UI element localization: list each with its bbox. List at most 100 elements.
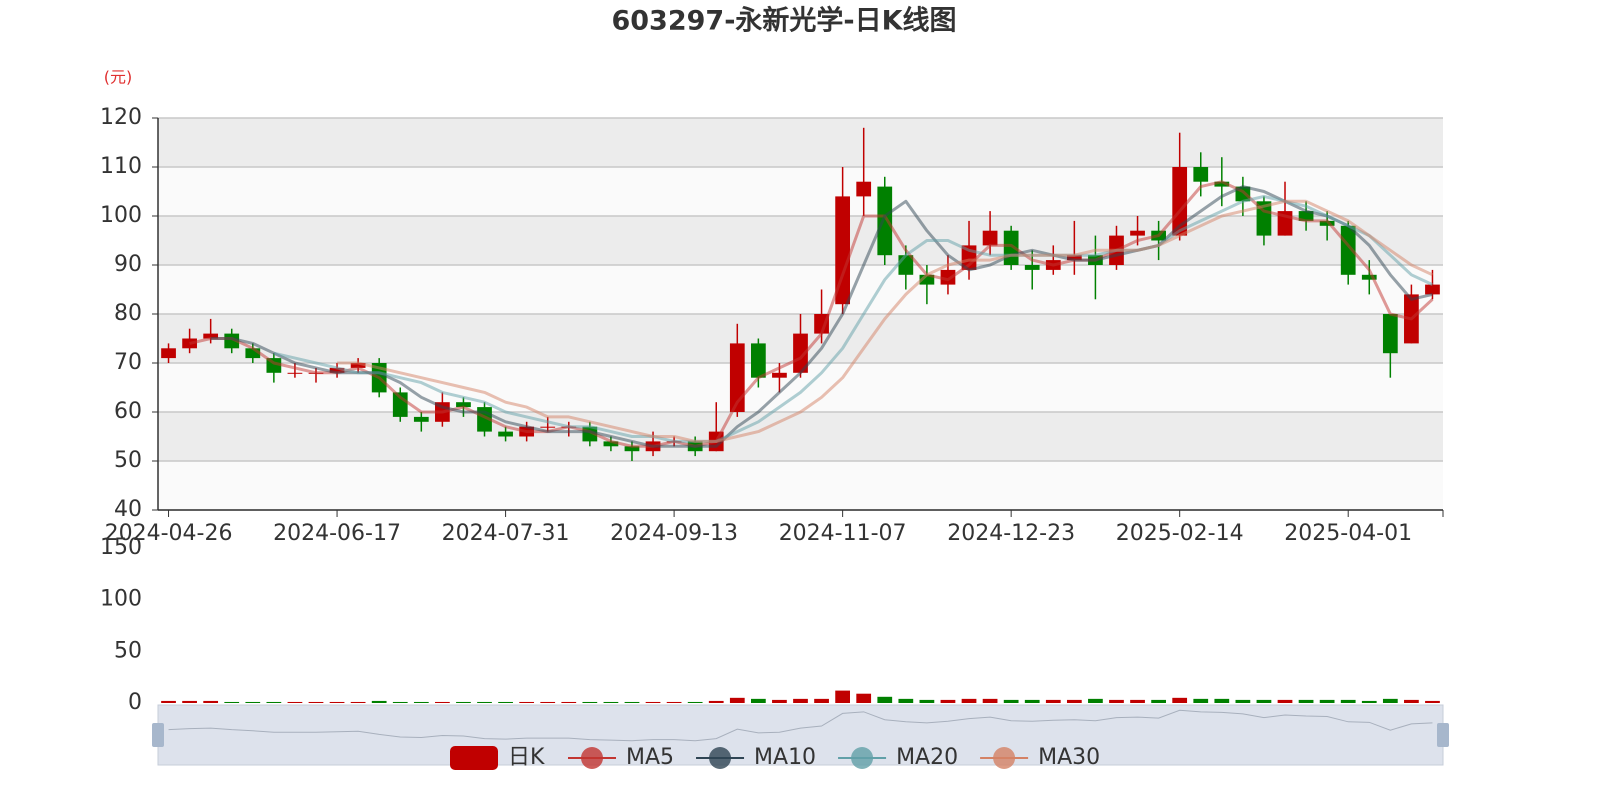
candle-body — [540, 426, 556, 428]
volume-bar — [603, 701, 619, 703]
candle-body — [793, 333, 808, 373]
x-tick-label: 2025-02-14 — [1116, 521, 1244, 546]
candle-body — [287, 372, 303, 374]
volume-bar — [982, 698, 998, 703]
volume-bar — [182, 700, 197, 703]
volume-bar — [287, 701, 303, 703]
legend-icon[interactable] — [851, 747, 874, 769]
volume-bar — [1361, 700, 1377, 703]
legend-icon[interactable] — [993, 747, 1016, 769]
y-axis-label: (元) — [104, 68, 133, 87]
candle-body — [245, 348, 261, 359]
y-tick-label: 40 — [114, 497, 142, 522]
volume-bar — [371, 700, 387, 703]
volume-bar — [329, 701, 345, 703]
candle-body — [982, 230, 998, 246]
candle-body — [161, 348, 176, 359]
volume-bar — [793, 698, 808, 703]
candle-body — [203, 333, 219, 339]
candle-body — [919, 274, 935, 285]
candle-body — [1066, 255, 1082, 261]
volume-bar — [561, 701, 577, 703]
legend-label[interactable]: MA30 — [1038, 745, 1100, 770]
x-tick-label: 2024-09-13 — [610, 521, 738, 546]
legend-icon[interactable] — [581, 747, 603, 769]
volume-bar — [1130, 699, 1145, 703]
split-area — [158, 412, 1443, 461]
slider-handle[interactable] — [1437, 723, 1449, 747]
legend-label[interactable]: MA10 — [754, 745, 816, 770]
volume-bar — [1151, 699, 1166, 703]
volume-bar — [161, 700, 176, 703]
candle-body — [877, 186, 893, 256]
slider-preview — [168, 709, 1433, 742]
volume-tick-label: 0 — [128, 690, 142, 715]
volume-bar — [772, 699, 787, 703]
volume-bar — [1024, 699, 1040, 703]
x-tick-label: 2024-07-31 — [442, 521, 570, 546]
volume-bar — [1088, 698, 1103, 703]
volume-bar — [413, 701, 429, 703]
volume-bar — [856, 693, 872, 703]
volume-bar — [1298, 699, 1314, 703]
legend-icon[interactable] — [709, 747, 732, 769]
volume-bar — [1404, 699, 1419, 703]
volume-bar — [1045, 699, 1061, 703]
legend-label[interactable]: MA5 — [626, 745, 674, 770]
legend-icon[interactable] — [450, 746, 498, 770]
chart-title: 603297-永新光学-日K线图 — [611, 5, 956, 37]
ma-line — [189, 180, 1434, 448]
volume-bar — [498, 701, 513, 703]
candle-body — [1298, 211, 1314, 221]
legend-label[interactable]: 日K — [508, 745, 545, 770]
volume-bar — [940, 699, 956, 703]
candle-body — [1319, 220, 1335, 226]
volume-bar — [1172, 697, 1188, 703]
volume-bar — [1003, 699, 1019, 703]
y-tick-label: 90 — [114, 252, 142, 277]
legend-label[interactable]: MA20 — [896, 745, 958, 770]
volume-bar — [435, 701, 450, 703]
candle-body — [940, 269, 956, 285]
volume-bar — [1214, 698, 1230, 703]
zoom-slider — [157, 704, 1444, 766]
volume-tick-label: 100 — [100, 587, 142, 612]
x-tick-label: 2025-04-01 — [1284, 521, 1412, 546]
volume-bar — [750, 698, 766, 703]
y-tick-label: 50 — [114, 448, 142, 473]
volume-bar — [919, 699, 935, 703]
candle-body — [1130, 230, 1145, 236]
x-tick-label: 2024-11-07 — [779, 521, 907, 546]
x-tick-label: 2024-06-17 — [273, 521, 401, 546]
volume-bar — [1256, 699, 1272, 703]
volume-bar — [308, 701, 324, 703]
y-tick-label: 100 — [100, 203, 142, 228]
y-tick-label: 120 — [100, 105, 142, 130]
volume-bar — [961, 698, 977, 703]
slider-handle[interactable] — [152, 723, 164, 747]
volume-bar — [540, 701, 556, 703]
candle-body — [603, 441, 619, 447]
volume-bar — [729, 697, 745, 703]
y-tick-label: 80 — [114, 301, 142, 326]
volume-bar — [835, 690, 851, 703]
volume-tick-label: 150 — [100, 535, 142, 560]
volume-bar — [666, 701, 682, 703]
split-area — [158, 216, 1443, 265]
ma-line — [273, 194, 1434, 443]
candle-body — [750, 343, 766, 378]
candle-body — [729, 343, 745, 412]
volume-bar — [456, 701, 471, 703]
y-tick-label: 110 — [100, 154, 142, 179]
candle-body — [1214, 181, 1230, 187]
candle-body — [1256, 201, 1272, 236]
candle-body — [329, 367, 345, 373]
volume-bar — [1425, 700, 1440, 703]
volume-tick-label: 50 — [114, 638, 142, 663]
candle-body — [1382, 314, 1398, 354]
candle-body — [1193, 167, 1209, 182]
volume-bar — [392, 701, 408, 703]
volume-bar — [477, 701, 492, 703]
x-tick-label: 2024-04-26 — [105, 521, 233, 546]
